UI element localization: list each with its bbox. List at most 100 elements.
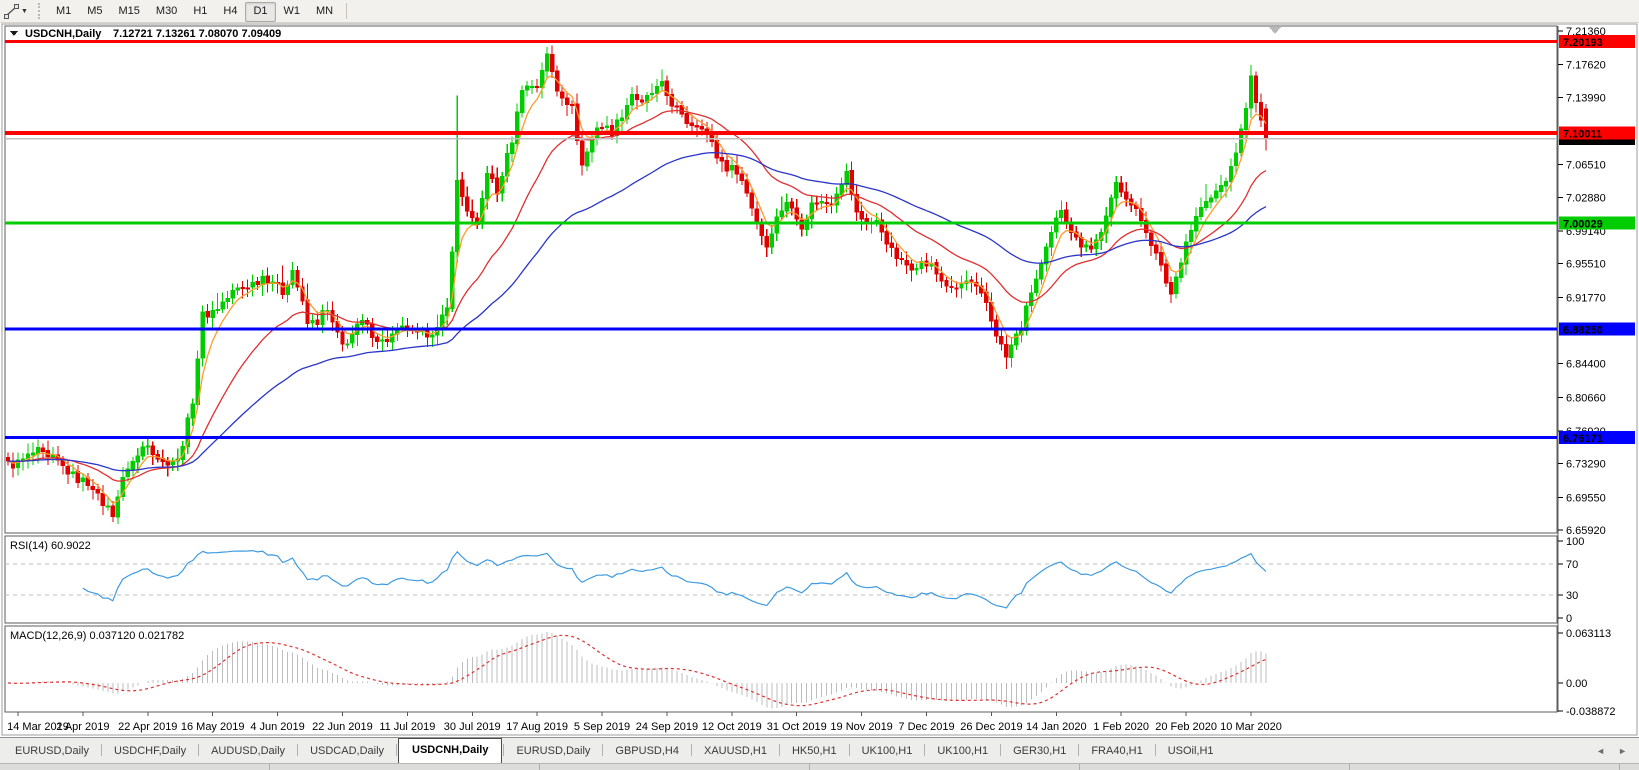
chart-tab-uk100-h1[interactable]: UK100,H1: [861, 745, 913, 757]
candle-body: [889, 242, 894, 248]
candle-body: [470, 211, 475, 218]
macd-panel-frame[interactable]: [4, 625, 1558, 713]
candle-body: [80, 477, 86, 483]
candle-body: [879, 219, 884, 233]
candle-body: [1243, 107, 1249, 130]
candle-body: [559, 91, 565, 99]
candle-body: [779, 210, 784, 217]
main-panel-frame[interactable]: [4, 25, 1558, 534]
candle-body: [649, 93, 655, 96]
price-label-text: 7.20193: [1563, 37, 1603, 49]
timeframe-button-d1[interactable]: D1: [245, 1, 276, 22]
candle-body: [739, 173, 745, 181]
chart-tab-gbpusd-h4[interactable]: GBPUSD,H4: [615, 745, 679, 757]
toolbar-dropdown-icon[interactable]: ▼: [21, 7, 28, 15]
chart-tab-audusd-daily[interactable]: AUDUSD,Daily: [211, 745, 286, 757]
tab-scroll-left-icon[interactable]: ◄: [1596, 746, 1606, 756]
price-label-box-support: [1559, 216, 1635, 230]
candle-body: [1208, 197, 1214, 203]
candle-body: [495, 177, 500, 195]
chart-tab-usdchf-daily[interactable]: USDCHF,Daily: [113, 745, 187, 757]
price-tick-label: 6.84400: [1566, 359, 1606, 371]
date-label: 2 Apr 2019: [56, 721, 109, 733]
candle-body: [549, 53, 555, 73]
candle-body: [854, 193, 859, 213]
tab-separator: [602, 744, 604, 756]
candle-body: [749, 192, 755, 209]
date-label: 11 Jul 2019: [379, 721, 435, 733]
candle-body: [200, 311, 205, 359]
line-tool-icon[interactable]: [2, 3, 20, 19]
macd-indicator-label: MACD(12,26,9) 0.037120 0.021782: [10, 630, 184, 642]
candle-body: [574, 103, 580, 142]
timeframe-button-mn[interactable]: MN: [308, 2, 341, 22]
timeframe-button-m30[interactable]: M30: [148, 2, 185, 22]
chart-tab-usdcnh-daily[interactable]: USDCNH,Daily: [398, 738, 503, 763]
candle-body: [689, 122, 695, 127]
candle-body: [654, 86, 660, 94]
candle-body: [959, 283, 964, 289]
timeframe-button-w1[interactable]: W1: [276, 2, 309, 22]
timeframe-button-h1[interactable]: H1: [185, 2, 215, 22]
candle-body: [1258, 101, 1264, 121]
chart-shift-marker-icon[interactable]: [1269, 27, 1281, 34]
candle-body: [569, 103, 575, 106]
price-tick-label: 6.91770: [1566, 292, 1606, 304]
one-click-trading-toggle-icon[interactable]: [10, 31, 18, 36]
candle-body: [170, 461, 175, 466]
chart-tab-uk100-h1[interactable]: UK100,H1: [937, 745, 989, 757]
candle-body: [684, 112, 690, 124]
date-label: 22 Jun 2019: [312, 721, 373, 733]
rsi-panel-frame[interactable]: [4, 535, 1558, 624]
macd-layer: [7, 632, 1267, 709]
candle-body: [90, 485, 96, 490]
tab-scroll-right-icon[interactable]: ►: [1618, 746, 1627, 756]
chart-tab-usoil-h1[interactable]: USOil,H1: [1167, 745, 1214, 757]
tab-separator: [396, 744, 398, 756]
candle-body: [514, 111, 520, 144]
toolbar-separator: [346, 3, 348, 19]
candle-body: [165, 460, 170, 466]
chart-tab-fra40-h1[interactable]: FRA40,H1: [1091, 745, 1143, 757]
candle-body: [844, 170, 849, 186]
chart-tab-xauusd-h1[interactable]: XAUUSD,H1: [703, 745, 767, 757]
chart-tabs: EURUSD,Daily USDCHF,Daily AUDUSD,Daily USDC…: [4, 738, 1225, 763]
candle-body: [584, 151, 590, 167]
timeframe-button-m1[interactable]: M1: [48, 2, 79, 22]
toolbar-grip-handle[interactable]: [37, 3, 40, 19]
candle-body: [619, 117, 625, 121]
candle-body: [539, 70, 545, 88]
candle-body: [40, 447, 46, 452]
chart-tab-ger30-h1[interactable]: GER30,H1: [1013, 745, 1067, 757]
chart-tab-usdcad-daily[interactable]: USDCAD,Daily: [310, 745, 385, 757]
candle-body: [1009, 344, 1014, 358]
macd-signal-line: [7, 634, 1267, 707]
price-label-box-resistance: [1559, 35, 1635, 49]
candle-body: [659, 80, 665, 87]
rsi-line: [82, 549, 1267, 609]
chart-tab-eurusd-daily[interactable]: EURUSD,Daily: [15, 745, 89, 757]
candle-body: [240, 286, 245, 289]
candle-body: [639, 99, 645, 103]
timeframe-button-m15[interactable]: M15: [111, 2, 148, 22]
candle-body: [899, 257, 904, 261]
chart-tab-hk50-h1[interactable]: HK50,H1: [791, 745, 837, 757]
candle-body: [1034, 278, 1039, 293]
candle-body: [465, 196, 470, 212]
candle-body: [140, 446, 145, 457]
chart-tab-eurusd-daily[interactable]: EURUSD,Daily: [516, 745, 591, 757]
candle-body: [909, 263, 914, 271]
candle-body: [729, 165, 735, 171]
macd-tick-label: -0.038872: [1566, 706, 1616, 718]
candle-body: [534, 86, 540, 89]
chart-title-ohlc: 7.12721 7.13261 7.08070 7.09409: [113, 28, 281, 40]
candle-body: [95, 488, 101, 494]
timeframe-button-h4[interactable]: H4: [215, 2, 245, 22]
candle-body: [295, 270, 300, 288]
chart-canvas[interactable]: 7.213607.176207.139907.065107.028806.991…: [0, 23, 1639, 737]
candle-body: [1143, 219, 1149, 233]
candle-body: [490, 173, 495, 180]
candle-body: [35, 447, 41, 455]
timeframe-button-m5[interactable]: M5: [79, 2, 110, 22]
candle-body: [644, 94, 650, 104]
